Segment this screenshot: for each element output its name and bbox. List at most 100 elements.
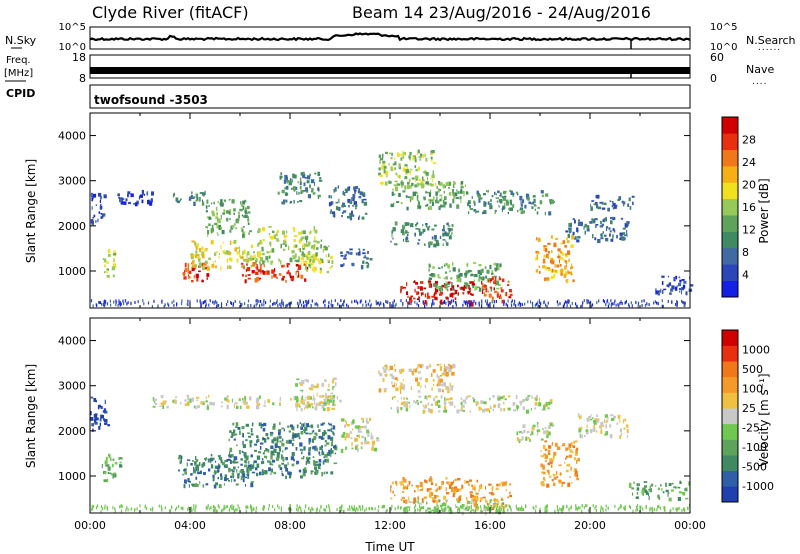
scatter-cell xyxy=(340,506,342,510)
scatter-cell xyxy=(400,285,403,290)
scatter-cell xyxy=(303,470,306,474)
scatter-cell xyxy=(676,285,678,288)
scatter-cell xyxy=(200,470,202,475)
scatter-cell xyxy=(468,284,470,290)
scatter-cell xyxy=(515,395,518,399)
scatter-cell xyxy=(434,238,437,241)
scatter-cell xyxy=(127,191,131,195)
scatter-cell xyxy=(92,217,95,219)
scatter-cell xyxy=(257,269,262,273)
scatter-cell xyxy=(180,302,183,306)
scatter-cell xyxy=(329,211,332,214)
scatter-cell xyxy=(478,264,482,267)
scatter-cell xyxy=(408,501,412,504)
scatter-cell xyxy=(371,440,376,445)
scatter-cell xyxy=(494,191,496,195)
scatter-cell xyxy=(374,507,376,511)
scatter-cell xyxy=(403,508,406,512)
scatter-cell xyxy=(402,379,405,381)
scatter-cell xyxy=(251,270,255,274)
scatter-cell xyxy=(420,385,422,388)
scatter-cell xyxy=(446,283,450,285)
scatter-cell xyxy=(382,302,385,306)
scatter-cell xyxy=(480,407,483,410)
scatter-cell xyxy=(518,507,520,510)
scatter-cell xyxy=(357,190,361,194)
scatter-cell xyxy=(229,217,231,221)
scatter-cell xyxy=(270,450,274,455)
scatter-cell xyxy=(420,281,424,284)
scatter-cell xyxy=(447,181,452,186)
scatter-cell xyxy=(432,300,434,304)
scatter-cell xyxy=(566,304,568,308)
scatter-cell xyxy=(301,251,304,256)
scatter-cell xyxy=(501,210,503,212)
scatter-cell xyxy=(423,287,427,290)
scatter-cell xyxy=(488,483,492,486)
scatter-cell xyxy=(439,378,443,383)
scatter-cell xyxy=(431,201,434,206)
scatter-cell xyxy=(294,174,297,179)
scatter-cell xyxy=(121,504,123,508)
scatter-cell xyxy=(196,399,198,402)
scatter-cell xyxy=(558,464,562,467)
scatter-cell xyxy=(547,401,551,406)
scatter-cell xyxy=(187,274,190,277)
scatter-cell xyxy=(565,253,567,257)
scatter-cell xyxy=(431,150,435,154)
scatter-cell xyxy=(273,234,276,239)
scatter-cell xyxy=(94,413,98,417)
scatter-cell xyxy=(383,387,388,390)
scatter-cell xyxy=(310,403,314,406)
scatter-cell xyxy=(626,230,628,235)
scatter-cell xyxy=(515,504,517,508)
scatter-cell xyxy=(380,181,384,185)
colorbar-tick-label: -500 xyxy=(742,461,767,474)
scatter-cell xyxy=(467,509,469,511)
scatter-cell xyxy=(611,418,615,421)
scatter-cell xyxy=(313,459,316,465)
power-y-axis-label: Slant Range [km] xyxy=(24,159,38,263)
scatter-cell xyxy=(378,505,380,509)
scatter-cell xyxy=(434,296,438,301)
scatter-cell xyxy=(467,211,470,214)
scatter-cell xyxy=(645,491,649,495)
scatter-cell xyxy=(586,504,588,508)
scatter-cell xyxy=(310,424,313,428)
scatter-cell xyxy=(503,481,507,486)
scatter-cell xyxy=(624,418,627,422)
scatter-cell xyxy=(622,201,626,205)
scatter-cell xyxy=(300,172,303,176)
scatter-cell xyxy=(544,506,546,510)
scatter-cell xyxy=(425,191,427,194)
scatter-cell xyxy=(218,505,220,509)
scatter-cell xyxy=(322,300,325,304)
scatter-cell xyxy=(370,506,373,510)
scatter-cell xyxy=(462,399,466,403)
scatter-cell xyxy=(282,275,286,279)
scatter-cell xyxy=(296,191,298,195)
scatter-cell xyxy=(424,395,427,399)
scatter-cell xyxy=(319,177,322,180)
scatter-cell xyxy=(593,424,596,429)
scatter-cell xyxy=(199,300,201,304)
scatter-cell xyxy=(393,382,396,387)
scatter-cell xyxy=(418,205,422,209)
scatter-cell xyxy=(200,301,202,305)
scatter-cell xyxy=(445,476,448,480)
scatter-cell xyxy=(247,505,249,509)
scatter-cell xyxy=(230,454,234,458)
scatter-cell xyxy=(547,449,551,453)
scatter-cell xyxy=(107,466,111,471)
scatter-cell xyxy=(400,181,404,184)
scatter-cell xyxy=(419,364,423,369)
scatter-cell xyxy=(352,193,356,198)
scatter-cell xyxy=(617,199,621,201)
scatter-cell xyxy=(527,437,530,440)
scatter-cell xyxy=(214,265,217,269)
scatter-cell xyxy=(224,251,228,255)
scatter-cell xyxy=(487,290,489,293)
scatter-cell xyxy=(325,401,329,405)
